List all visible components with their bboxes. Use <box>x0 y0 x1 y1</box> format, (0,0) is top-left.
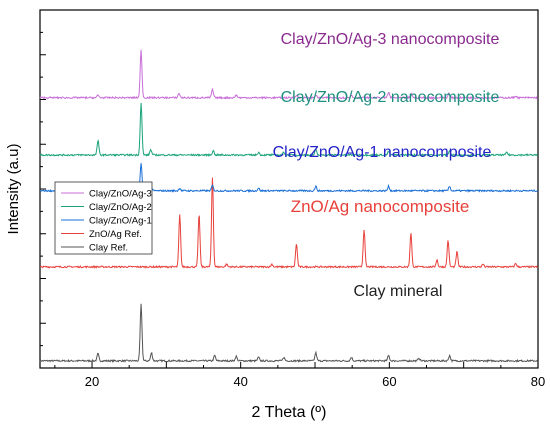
x-tick-label: 20 <box>85 374 99 389</box>
x-tick-label: 60 <box>382 374 396 389</box>
legend-label: ZnO/Ag Ref. <box>89 229 142 240</box>
series-annotation: Clay mineral <box>354 283 443 300</box>
series-annotation: Clay/ZnO/Ag-3 nanocomposite <box>281 31 500 48</box>
legend-box <box>54 181 153 255</box>
y-axis-label: Intensity (a.u) <box>5 144 22 235</box>
legend-label: Clay Ref. <box>89 243 128 254</box>
ticks: 20 40 60 80 <box>40 31 545 389</box>
series-line-0 <box>39 303 538 363</box>
legend-label: Clay/ZnO/Ag-2 <box>89 202 152 213</box>
series-line-3 <box>39 102 538 158</box>
legend-label: Clay/ZnO/Ag-3 <box>89 189 152 200</box>
series-annotation: Clay/ZnO/Ag-1 nanocomposite <box>273 144 492 161</box>
x-tick-label: 40 <box>233 374 247 389</box>
x-tick-label: 80 <box>531 374 545 389</box>
legend: Clay/ZnO/Ag-3 Clay/ZnO/Ag-2 Clay/ZnO/Ag-1 Z… <box>54 181 153 255</box>
series-annotation: ZnO/Ag nanocomposite <box>291 197 470 216</box>
x-axis-label: 2 Theta (º) <box>252 404 327 421</box>
series-line-4 <box>39 49 539 100</box>
series-line-1 <box>39 177 539 269</box>
legend-label: Clay/ZnO/Ag-1 <box>89 216 152 227</box>
series-annotation: Clay/ZnO/Ag-2 nanocomposite <box>281 89 500 106</box>
annotations: Clay/ZnO/Ag-3 nanocomposite Clay/ZnO/Ag-2… <box>273 31 500 300</box>
